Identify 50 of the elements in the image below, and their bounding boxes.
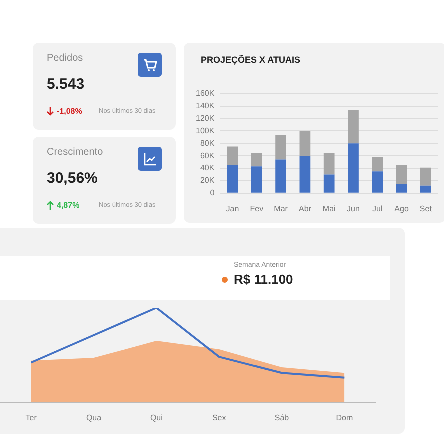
x-tick-label: Jul xyxy=(372,204,383,214)
x-tick-label: Mai xyxy=(322,204,336,214)
bar xyxy=(227,146,238,166)
text: R$ 11.100 xyxy=(234,272,294,287)
x-tick-label: Sex xyxy=(212,413,226,422)
y-tick-label: 40K xyxy=(200,164,216,173)
x-tick-label: Ter xyxy=(26,413,38,422)
text: Crescimento xyxy=(47,147,104,158)
x-tick-label: Ago xyxy=(394,204,410,214)
x-tick-label: Dom xyxy=(336,413,354,422)
bar xyxy=(372,157,384,172)
y-tick-label: 0 xyxy=(210,188,216,198)
bar xyxy=(420,186,432,193)
text: -1,08% xyxy=(56,107,82,116)
x-tick-label: Mar xyxy=(274,204,288,214)
bar xyxy=(396,184,408,193)
bar xyxy=(300,156,311,193)
x-tick-label: Fev xyxy=(250,204,264,214)
bar xyxy=(276,160,286,193)
x-tick-label: Sáb xyxy=(274,413,290,422)
y-tick-label: 140K xyxy=(196,101,216,110)
x-tick-label: Qui xyxy=(150,413,164,422)
bar xyxy=(251,166,262,193)
bar xyxy=(324,154,335,175)
x-tick-label: Jun xyxy=(347,204,360,214)
x-tick-label: Qua xyxy=(86,413,102,422)
text: 5.543 xyxy=(47,76,85,93)
bar xyxy=(372,172,384,193)
x-tick-label: Abr xyxy=(298,204,312,214)
bar xyxy=(396,165,408,184)
text: Pedidos xyxy=(47,53,84,64)
y-tick-label: 20K xyxy=(200,176,216,186)
bar xyxy=(348,110,359,144)
y-tick-label: 80K xyxy=(200,138,216,148)
text: 30,56% xyxy=(47,170,98,187)
y-tick-label: 160K xyxy=(196,89,216,98)
text: 4,87% xyxy=(56,201,80,210)
y-tick-label: 120K xyxy=(196,114,216,123)
y-tick-label: 100K xyxy=(196,126,216,136)
bar xyxy=(324,174,335,193)
x-tick-label: Jan xyxy=(226,204,240,214)
bar xyxy=(420,168,432,186)
x-tick-label: Set xyxy=(420,204,433,214)
chart-title: PROJEÇÕES X ATUAIS xyxy=(201,55,301,65)
bar xyxy=(227,165,238,193)
bar xyxy=(300,131,311,156)
y-tick-label: 60K xyxy=(200,151,216,160)
bar xyxy=(348,144,359,193)
bar xyxy=(276,136,286,160)
bar xyxy=(251,152,262,167)
